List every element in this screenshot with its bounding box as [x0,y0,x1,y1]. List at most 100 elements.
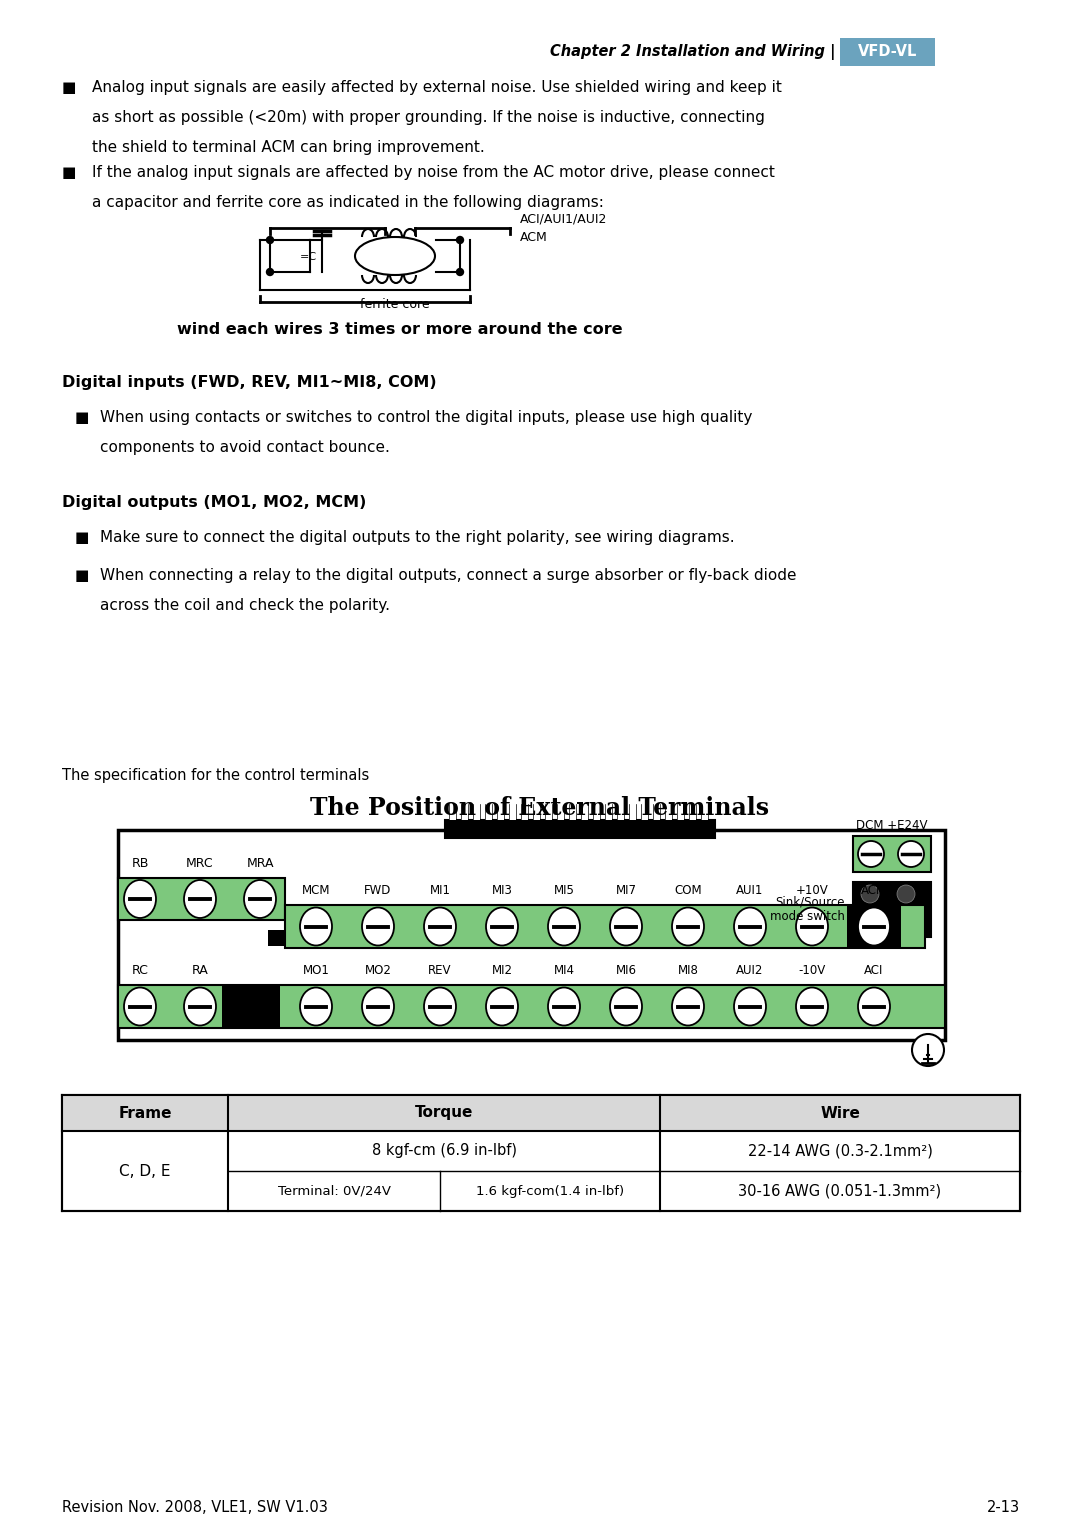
Text: ferrite core: ferrite core [361,298,430,311]
Text: 22-14 AWG (0.3-2.1mm²): 22-14 AWG (0.3-2.1mm²) [747,1143,932,1158]
Circle shape [457,268,463,276]
Bar [545,804,552,821]
Text: AUI1: AUI1 [737,884,764,897]
Text: ■: ■ [75,410,90,425]
Bar [509,804,516,821]
Ellipse shape [610,988,642,1026]
Ellipse shape [610,908,642,945]
Bar [62,1095,1020,1131]
Text: MI2: MI2 [491,963,513,977]
Ellipse shape [858,908,890,945]
Text: RA: RA [191,963,208,977]
Text: Analog input signals are easily affected by external noise. Use shielded wiring : Analog input signals are easily affected… [92,80,782,95]
Ellipse shape [300,988,332,1026]
Text: Torque: Torque [415,1106,473,1120]
Ellipse shape [858,988,890,1026]
Text: ■: ■ [75,568,90,583]
Text: MRA: MRA [246,858,273,870]
Bar [485,804,492,821]
Text: =C: =C [299,252,316,262]
Bar [497,804,504,821]
Text: Frame: Frame [118,1106,172,1120]
Text: across the coil and check the polarity.: across the coil and check the polarity. [100,598,390,614]
Text: MO2: MO2 [365,963,391,977]
Text: VFD-VL: VFD-VL [858,44,917,60]
Circle shape [267,236,273,244]
Text: Make sure to connect the digital outputs to the right polarity, see wiring diagr: Make sure to connect the digital outputs… [100,531,734,545]
Bar [521,804,528,821]
Bar [629,804,636,821]
Ellipse shape [486,988,518,1026]
Text: the shield to terminal ACM can bring improvement.: the shield to terminal ACM can bring imp… [92,140,485,155]
Text: MI6: MI6 [616,963,636,977]
Text: RC: RC [132,963,148,977]
Text: AUI2: AUI2 [737,963,764,977]
Text: Wire: Wire [820,1106,860,1120]
Text: MO1: MO1 [302,963,329,977]
Bar [449,804,456,821]
Ellipse shape [796,908,828,945]
Text: 8 kgf-cm (6.9 in-lbf): 8 kgf-cm (6.9 in-lbf) [372,1143,516,1158]
Text: The Position of External Terminals: The Position of External Terminals [310,796,770,821]
Text: Terminal: 0V/24V: Terminal: 0V/24V [278,1184,391,1198]
Text: MCM: MCM [301,884,330,897]
Bar [118,985,945,1028]
Ellipse shape [184,988,216,1026]
Text: 1.6 kgf-com(1.4 in-lbf): 1.6 kgf-com(1.4 in-lbf) [476,1184,624,1198]
Ellipse shape [796,988,828,1026]
Bar [605,804,612,821]
Text: MI3: MI3 [491,884,512,897]
Text: 2-13: 2-13 [987,1500,1020,1516]
Text: ACI: ACI [864,963,883,977]
Bar [445,821,715,838]
Text: MI4: MI4 [554,963,575,977]
Ellipse shape [424,908,456,945]
Bar [701,804,708,821]
Text: MI8: MI8 [677,963,699,977]
Text: a capacitor and ferrite core as indicated in the following diagrams:: a capacitor and ferrite core as indicate… [92,195,604,210]
Ellipse shape [362,988,394,1026]
Ellipse shape [244,881,276,917]
Ellipse shape [300,908,332,945]
Text: If the analog input signals are affected by noise from the AC motor drive, pleas: If the analog input signals are affected… [92,166,774,179]
Bar [118,830,945,1040]
Bar [581,804,588,821]
Circle shape [897,841,924,867]
Text: ■: ■ [75,531,90,545]
Text: MRC: MRC [186,858,214,870]
Ellipse shape [548,988,580,1026]
Text: Chapter 2 Installation and Wiring |: Chapter 2 Installation and Wiring | [550,44,835,60]
Text: MI1: MI1 [430,884,450,897]
Bar [222,985,280,1028]
Bar [569,804,576,821]
Bar [118,877,285,920]
Text: DCM +E24V: DCM +E24V [856,819,928,831]
Text: When connecting a relay to the digital outputs, connect a surge absorber or fly-: When connecting a relay to the digital o… [100,568,797,583]
Ellipse shape [184,881,216,917]
Bar [665,804,672,821]
Ellipse shape [424,988,456,1026]
Bar [840,38,935,66]
Text: Digital inputs (FWD, REV, MI1~MI8, COM): Digital inputs (FWD, REV, MI1~MI8, COM) [62,374,436,390]
Bar [62,1095,1020,1210]
Circle shape [861,913,879,931]
Text: MI5: MI5 [554,884,575,897]
Text: ACM: ACM [519,232,548,244]
Bar [461,804,468,821]
Bar [677,804,684,821]
Bar [617,804,624,821]
Ellipse shape [672,908,704,945]
Circle shape [912,1034,944,1066]
Text: components to avoid contact bounce.: components to avoid contact bounce. [100,440,390,456]
Text: ■: ■ [62,166,77,179]
Circle shape [858,841,885,867]
Text: Revision Nov. 2008, VLE1, SW V1.03: Revision Nov. 2008, VLE1, SW V1.03 [62,1500,328,1516]
Text: -10V: -10V [798,963,825,977]
Bar [853,882,931,937]
Text: RB: RB [132,858,149,870]
Text: Sink/Source
mode switch: Sink/Source mode switch [770,896,845,923]
Text: wind each wires 3 times or more around the core: wind each wires 3 times or more around t… [177,322,623,337]
Bar [557,804,564,821]
Ellipse shape [124,881,156,917]
Text: ACI/AUI1/AUI2: ACI/AUI1/AUI2 [519,213,607,225]
